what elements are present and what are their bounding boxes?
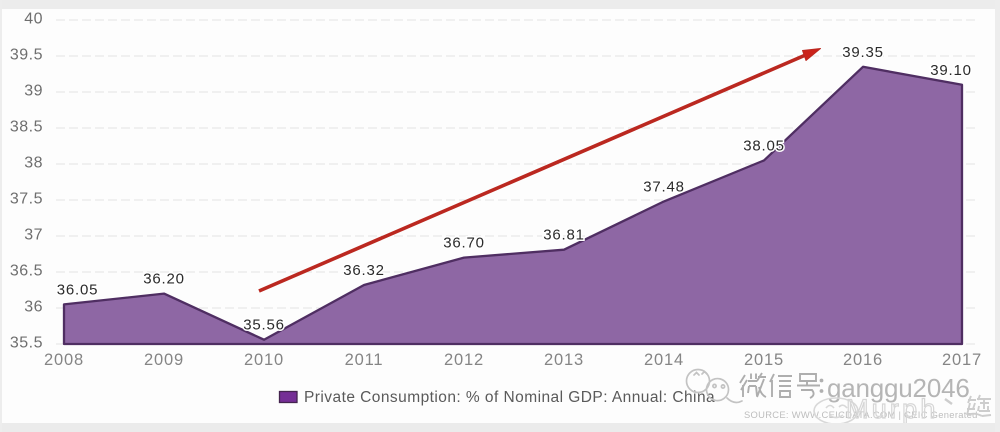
svg-text:40: 40 xyxy=(24,11,43,28)
svg-text:36: 36 xyxy=(24,299,43,316)
svg-text:Murph: Murph xyxy=(846,394,939,424)
svg-text:37.48: 37.48 xyxy=(643,178,685,195)
svg-text:36.05: 36.05 xyxy=(57,281,99,298)
svg-text:36.70: 36.70 xyxy=(443,235,485,252)
svg-text:35.5: 35.5 xyxy=(10,335,43,352)
svg-text:2010: 2010 xyxy=(244,351,284,369)
svg-text:ganggu2046: ganggu2046 xyxy=(827,373,970,403)
svg-text:2014: 2014 xyxy=(644,351,684,369)
svg-text:39.35: 39.35 xyxy=(842,44,884,61)
svg-text:39.10: 39.10 xyxy=(930,62,972,79)
svg-text:36.32: 36.32 xyxy=(343,262,385,279)
svg-text:36.81: 36.81 xyxy=(543,227,585,244)
svg-text:38: 38 xyxy=(24,155,43,172)
svg-text:2009: 2009 xyxy=(144,351,184,369)
svg-text:38.5: 38.5 xyxy=(10,119,43,136)
svg-text:Private Consumption: % of Nomi: Private Consumption: % of Nominal GDP: A… xyxy=(304,389,715,406)
svg-text:36.5: 36.5 xyxy=(10,263,43,280)
svg-text:2008: 2008 xyxy=(44,351,84,369)
svg-text:2011: 2011 xyxy=(345,351,384,369)
svg-text:2012: 2012 xyxy=(444,351,484,369)
svg-text:SOURCE: WWW.CEICDATA.COM | CEI: SOURCE: WWW.CEICDATA.COM | CEIC Generate… xyxy=(744,409,978,420)
svg-text:37.5: 37.5 xyxy=(10,191,43,208)
svg-text:36.20: 36.20 xyxy=(143,271,185,288)
svg-text:39.5: 39.5 xyxy=(10,47,43,64)
svg-text:39: 39 xyxy=(24,83,43,100)
svg-text:35.56: 35.56 xyxy=(243,317,285,334)
svg-text:2013: 2013 xyxy=(544,351,584,369)
svg-text:37: 37 xyxy=(24,227,43,244)
svg-text:38.05: 38.05 xyxy=(743,137,785,154)
svg-text:2015: 2015 xyxy=(744,351,784,369)
svg-text:2017: 2017 xyxy=(942,351,982,369)
svg-text:2016: 2016 xyxy=(843,351,883,369)
